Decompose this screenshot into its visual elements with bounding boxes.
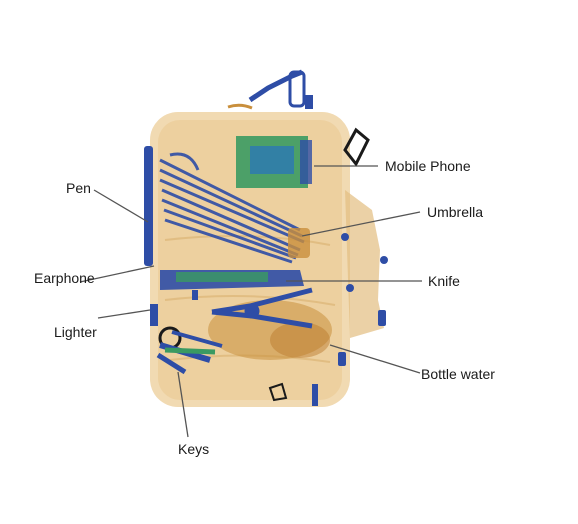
label-keys: Keys (178, 441, 210, 457)
leader-lines (79, 165, 422, 438)
mobile-phone-object (236, 127, 370, 188)
lighter-object (150, 304, 158, 326)
label-bottle-water: Bottle water (421, 366, 495, 382)
bag-handle (227, 69, 313, 110)
pliers-object (211, 287, 313, 329)
label-knife: Knife (428, 273, 460, 289)
umbrella-object (159, 152, 305, 264)
label-earphone: Earphone (34, 270, 95, 286)
keys-object (156, 326, 223, 375)
label-mobile-phone: Mobile Phone (385, 158, 471, 174)
bag-hardware (192, 233, 388, 406)
label-lighter: Lighter (54, 324, 97, 340)
label-pen: Pen (66, 180, 91, 196)
pen-object (144, 146, 153, 266)
label-umbrella: Umbrella (427, 204, 484, 220)
knife-object (160, 270, 304, 290)
